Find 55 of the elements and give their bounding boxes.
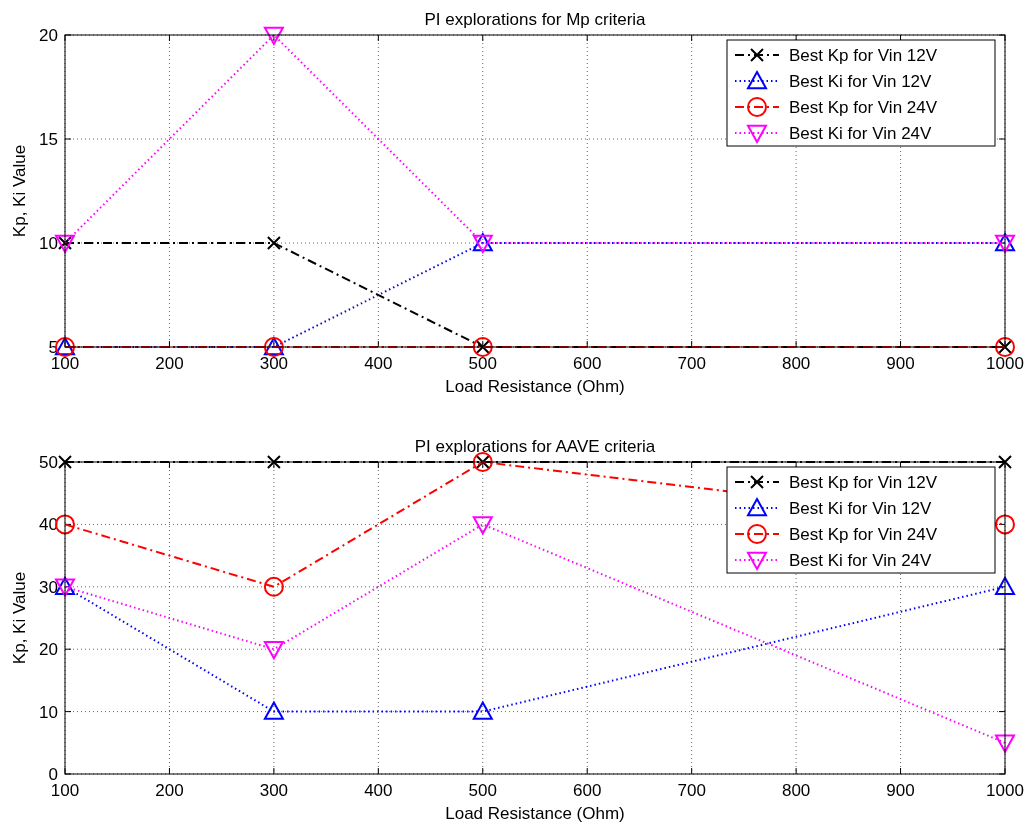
point bbox=[472, 701, 493, 720]
point bbox=[998, 455, 1012, 469]
x-tick-label: 700 bbox=[677, 354, 706, 373]
x-tick-label: 800 bbox=[781, 781, 811, 800]
point bbox=[995, 734, 1015, 753]
y-tick-label: 50 bbox=[39, 452, 58, 472]
legend-label: Best Ki for Vin 24V bbox=[789, 550, 933, 570]
legend-label: Best Ki for Vin 12V bbox=[789, 71, 933, 91]
point bbox=[995, 576, 1015, 595]
legend-label: Best Ki for Vin 24V bbox=[789, 123, 933, 143]
x-tick-label: 800 bbox=[781, 354, 811, 373]
legend-label: Best Kp for Vin 24V bbox=[789, 524, 938, 544]
x-tick-label: 100 bbox=[50, 781, 80, 800]
y-tick-label: 20 bbox=[39, 25, 58, 45]
x-tick-label: 100 bbox=[50, 354, 80, 373]
x-tick-label: 500 bbox=[468, 781, 497, 800]
x-tick-label: 400 bbox=[364, 354, 393, 373]
point bbox=[472, 516, 493, 535]
y-tick-label: 10 bbox=[39, 702, 58, 722]
x-tick-label: 900 bbox=[886, 354, 915, 373]
y-tick-label: 10 bbox=[39, 233, 58, 253]
x-tick-label: 300 bbox=[259, 781, 289, 800]
x-tick-label: 600 bbox=[573, 354, 602, 373]
x-tick-label: 300 bbox=[259, 354, 289, 373]
point bbox=[995, 514, 1015, 535]
point bbox=[266, 236, 281, 250]
legend-label: Best Kp for Vin 24V bbox=[789, 97, 938, 117]
point bbox=[263, 26, 284, 45]
x-tick-label: 400 bbox=[364, 781, 393, 800]
y-tick-label: 30 bbox=[39, 577, 58, 597]
x-tick-label: 200 bbox=[155, 781, 184, 800]
y-tick-label: 20 bbox=[39, 640, 58, 660]
legend-label: Best Kp for Vin 12V bbox=[789, 45, 938, 65]
chart-title: PI explorations for AAVE criteria bbox=[414, 437, 656, 456]
point bbox=[266, 455, 281, 469]
x-axis-title: Load Resistance (Ohm) bbox=[445, 377, 625, 396]
legend-label: Best Ki for Vin 12V bbox=[789, 498, 933, 518]
point bbox=[263, 701, 284, 720]
x-tick-label: 600 bbox=[573, 781, 602, 800]
legend-label: Best Kp for Vin 12V bbox=[789, 472, 938, 492]
y-tick-label: 15 bbox=[39, 129, 58, 149]
x-tick-label: 900 bbox=[886, 781, 915, 800]
x-tick-label: 500 bbox=[468, 354, 497, 373]
y-axis-title: Kp, Ki Value bbox=[10, 571, 29, 665]
x-tick-label: 1000 bbox=[986, 354, 1024, 373]
x-axis-title: Load Resistance (Ohm) bbox=[445, 804, 625, 823]
point bbox=[263, 641, 284, 660]
x-tick-label: 200 bbox=[155, 354, 184, 373]
x-tick-label: 1000 bbox=[986, 781, 1024, 800]
chart-title: PI explorations for Mp criteria bbox=[424, 10, 647, 29]
x-tick-label: 700 bbox=[677, 781, 706, 800]
y-tick-label: 0 bbox=[48, 764, 58, 784]
point bbox=[58, 455, 72, 469]
y-axis-title: Kp, Ki Value bbox=[10, 144, 29, 238]
point bbox=[263, 576, 284, 597]
